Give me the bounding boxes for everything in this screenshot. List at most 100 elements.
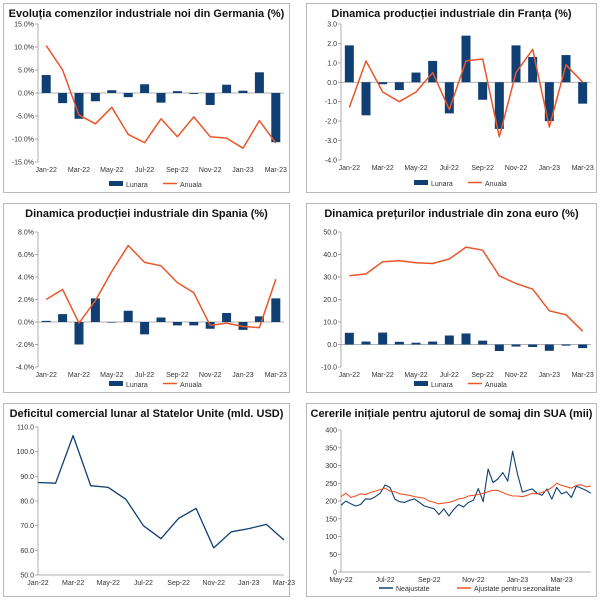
panel-us-jobless-claims: Cererile inițiale pentru ajutorul de som… (306, 403, 597, 597)
legend-label: Lunara (431, 181, 453, 188)
y-tick-label: 10.0% (14, 45, 34, 52)
bar-lunara (74, 322, 84, 345)
bar-lunara (561, 344, 571, 346)
panel-us-trade-deficit: Deficitul comercial lunar al Statelor Un… (3, 403, 295, 597)
chart-title: Dinamica producției industriale din Span… (25, 208, 268, 220)
y-tick-label: 350 (325, 445, 337, 452)
y-tick-label: -4.0 (325, 158, 337, 165)
x-tick-label: Jan-22 (339, 372, 361, 379)
bar-lunara (90, 298, 100, 322)
legend-label: Lunara (126, 382, 148, 389)
x-tick-label: Jan-23 (232, 167, 254, 174)
bar-lunara (444, 335, 454, 345)
series-line-anuala (349, 246, 584, 332)
bar-lunara (58, 93, 68, 104)
legend-label: Anuala (485, 382, 507, 389)
y-tick-label: 0.0 (327, 342, 337, 349)
bar-lunara (189, 322, 199, 326)
chart-svg: -4.0% -2.0% 0.0% 2.0% 4.0% 6.0% 8.0% Jan-22 Mar-… (16, 230, 287, 390)
x-tick-label: Mar-23 (572, 372, 594, 379)
y-tick-label: -2.0% (16, 342, 34, 349)
bar-lunara (511, 45, 521, 83)
bar-lunara (428, 60, 438, 83)
bar-lunara (494, 344, 504, 352)
chart-svg: 0 50 100 150 200 250 300 350 400 May-22 Jul-22 Sep-… (325, 428, 592, 593)
panel-france-production: Dinamica producției industriale din Fran… (306, 3, 597, 193)
bar-lunara (74, 93, 84, 119)
bar-lunara (361, 341, 371, 345)
bar-lunara (222, 313, 232, 322)
series-line-deficit (37, 434, 285, 549)
bar-lunara (254, 316, 264, 322)
x-tick-label: Jul-22 (440, 372, 459, 379)
y-tick-label: 0.0% (18, 91, 34, 98)
y-tick-label: 2.0 (327, 41, 337, 48)
x-tick-label: Mar-23 (273, 580, 295, 587)
x-tick-label: Mar-23 (265, 167, 287, 174)
bar-lunara (561, 55, 571, 83)
bar-lunara (271, 298, 281, 322)
bar-lunara (428, 341, 438, 345)
chart-title: Cererile inițiale pentru ajutorul de som… (310, 408, 593, 420)
panel-eurozone-prices: Dinamica prețurilor industriale din zona… (306, 203, 597, 393)
x-tick-label: Sep-22 (167, 580, 190, 587)
bar-lunara (41, 75, 51, 93)
chart-title: Evoluția comenzilor industriale noi din … (8, 8, 285, 20)
x-tick-label: Nov-22 (462, 577, 485, 584)
bar-lunara (478, 82, 488, 100)
y-tick-label: 50.0 (20, 573, 34, 580)
y-tick-label: 100.0 (16, 449, 34, 456)
x-tick-label: Jan-22 (35, 167, 57, 174)
bar-lunara (90, 93, 100, 102)
chart-svg: -15.0% -10.0% -5.0% 0.0% 5.0% 10.0% 15.0% Jan-2… (12, 22, 287, 190)
chart-title: Dinamica producției industriale din Fran… (331, 8, 572, 20)
x-tick-label: Mar-23 (572, 165, 594, 172)
legend-label: Anuala (180, 182, 202, 189)
x-tick-label: Jan-23 (539, 165, 561, 172)
y-tick-label: 300 (325, 463, 337, 470)
y-tick-label: -15.0% (12, 160, 34, 167)
x-tick-label: Jan-22 (35, 372, 57, 379)
bar-lunara (254, 72, 264, 93)
x-tick-label: Jul-22 (134, 580, 153, 587)
x-tick-label: Jul-22 (376, 577, 395, 584)
y-tick-label: 2.0% (18, 297, 34, 304)
bar-lunara (172, 322, 182, 326)
bar-lunara (107, 90, 117, 93)
chart-title: Deficitul comercial lunar al Statelor Un… (9, 408, 284, 420)
bar-lunara (394, 341, 404, 345)
legend-label: Anuala (485, 181, 507, 188)
y-tick-label: 100 (325, 534, 337, 541)
bar-lunara (444, 82, 454, 114)
y-tick-label: -4.0% (16, 365, 34, 372)
legend-label: Ajustate pentru sezonalitate (474, 586, 560, 593)
x-tick-label: Sep-22 (166, 372, 189, 379)
y-tick-label: -5.0% (16, 114, 34, 121)
series-line-anuala (45, 244, 277, 329)
y-tick-label: 3.0 (327, 22, 337, 29)
bar-lunara (205, 93, 215, 105)
y-tick-label: 10.0 (323, 320, 337, 327)
x-tick-label: Mar-23 (550, 577, 572, 584)
bar-lunara (123, 310, 133, 322)
x-tick-label: Nov-22 (199, 167, 222, 174)
panel-spain-production: Dinamica producției industriale din Span… (3, 203, 290, 393)
bar-lunara (172, 91, 182, 93)
bar-lunara (511, 344, 521, 347)
bar-lunara (361, 82, 371, 116)
y-tick-label: 0.0 (327, 80, 337, 87)
x-tick-label: Jan-23 (232, 372, 254, 379)
bar-lunara (528, 344, 538, 347)
bar-lunara (156, 317, 166, 322)
legend-swatch (414, 381, 428, 386)
x-tick-label: Nov-22 (505, 372, 528, 379)
y-tick-label: 40.0 (323, 252, 337, 259)
bar-lunara (140, 322, 150, 335)
panel-germany-orders: Evoluția comenzilor industriale noi din … (3, 3, 290, 193)
bar-lunara (578, 344, 588, 349)
bar-lunara (156, 93, 166, 103)
y-tick-label: 15.0% (14, 22, 34, 29)
y-tick-label: 8.0% (18, 230, 34, 237)
y-tick-label: -10.0 (321, 365, 337, 372)
y-tick-label: 20.0 (323, 297, 337, 304)
